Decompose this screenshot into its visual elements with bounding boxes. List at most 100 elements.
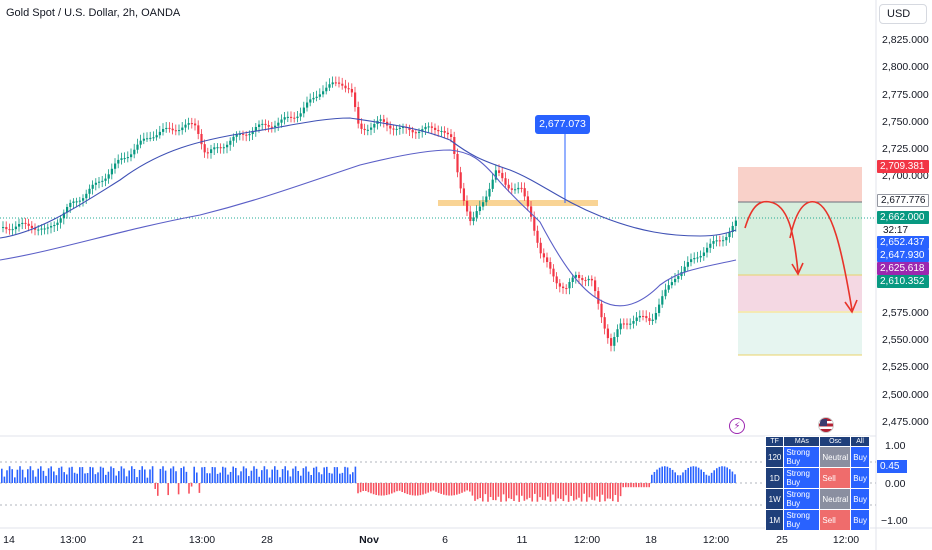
- candle-body: [354, 92, 357, 108]
- candle-body: [459, 172, 462, 189]
- oscillator-bar: [638, 483, 640, 488]
- oscillator-bar: [42, 470, 45, 483]
- candle-body: [245, 134, 248, 136]
- candle-body: [309, 99, 312, 103]
- candle-body: [402, 127, 405, 129]
- us-flag-icon[interactable]: [818, 417, 834, 433]
- oscillator-bar: [255, 468, 258, 483]
- stop-loss-price-tag: 2,709.381: [877, 160, 929, 173]
- candle-body: [133, 149, 136, 155]
- oscillator-bar: [648, 483, 650, 488]
- candle-body: [443, 130, 446, 133]
- target3-zone: [738, 313, 862, 355]
- candle-body: [261, 123, 264, 125]
- candle-body: [213, 147, 216, 150]
- candle-body: [226, 144, 229, 148]
- candle-body: [552, 268, 555, 277]
- candle-body: [56, 222, 59, 225]
- candle-body: [184, 124, 187, 128]
- oscillator-bar: [289, 476, 292, 483]
- candle-body: [661, 296, 664, 305]
- candle-body: [494, 170, 497, 180]
- candle-body: [693, 258, 696, 260]
- oscillator-bar: [448, 483, 450, 496]
- candle-body: [706, 247, 709, 253]
- projection-arrow-2: [789, 201, 853, 311]
- candle-body: [302, 107, 305, 114]
- oscillator-bar: [539, 483, 541, 498]
- oscillator-bar: [146, 477, 149, 483]
- oscillator-bar: [141, 466, 143, 483]
- ma-slow-line: [0, 149, 737, 307]
- currency-button[interactable]: USD: [879, 4, 927, 24]
- y-tick: 2,700.000: [882, 170, 929, 182]
- oscillator-bar: [513, 483, 515, 501]
- candle-body: [568, 281, 571, 289]
- oscillator-bar: [599, 483, 601, 502]
- oscillator-bar: [627, 483, 630, 488]
- candle-body: [155, 135, 158, 138]
- candle-body: [690, 259, 693, 263]
- candle-body: [530, 206, 533, 217]
- ta-all-cell: Buy: [850, 488, 870, 510]
- x-tick: 21: [132, 534, 144, 546]
- oscillator-bar: [128, 470, 130, 483]
- oscillator-bar: [1, 468, 3, 483]
- candle-body: [146, 138, 149, 140]
- candle-body: [62, 212, 65, 219]
- oscillator-bar: [287, 470, 289, 483]
- oscillator-bar: [229, 471, 232, 483]
- oscillator-bar: [526, 483, 528, 500]
- candle-body: [456, 153, 459, 173]
- oscillator-bar: [123, 468, 125, 483]
- candle-body: [488, 188, 491, 197]
- technical-analysis-table: TF MAs Osc All 120 Strong Buy Neutral Bu…: [764, 436, 870, 531]
- ta-mas-cell: Strong Buy: [783, 509, 821, 531]
- candle-body: [373, 123, 376, 128]
- oscillator-bar: [362, 483, 364, 491]
- candle-body: [27, 223, 30, 226]
- candle-body: [360, 123, 363, 129]
- candle-body: [315, 96, 318, 98]
- oscillator-bar: [47, 468, 50, 483]
- oscillator-bar: [531, 483, 533, 502]
- candle-body: [715, 240, 718, 242]
- candle-body: [258, 124, 261, 127]
- oscillator-bar: [422, 483, 424, 495]
- candle-body: [482, 202, 485, 207]
- candle-body: [344, 85, 347, 89]
- candle-body: [318, 94, 321, 97]
- oscillator-bar: [713, 470, 715, 483]
- price-callout[interactable]: 2,677.073: [535, 115, 590, 134]
- oscillator-bar: [21, 469, 24, 483]
- ma-fast-price-tag: 2,652.437: [877, 236, 929, 249]
- oscillator-bar: [404, 483, 406, 494]
- oscillator-bar: [632, 483, 635, 488]
- oscillator-bar: [445, 483, 448, 496]
- oscillator-bar: [16, 469, 19, 483]
- oscillator-bar: [326, 466, 328, 483]
- candle-body: [549, 262, 552, 269]
- y-tick: 2,800.000: [882, 61, 929, 73]
- oscillator-bar: [697, 467, 700, 483]
- ta-header: TF: [764, 436, 785, 447]
- ta-header: All: [850, 436, 870, 447]
- last-price-tag: 2,662.000: [877, 211, 929, 224]
- lightning-icon[interactable]: ⚡: [729, 418, 745, 434]
- ta-osc-cell: Neutral: [819, 488, 852, 510]
- oscillator-bar: [729, 469, 731, 483]
- oscillator-bar: [492, 483, 494, 501]
- oscillator-bar: [323, 467, 325, 483]
- candle-body: [248, 134, 251, 136]
- oscillator-bar: [68, 467, 71, 483]
- oscillator-bar: [565, 483, 567, 496]
- oscillator-bar: [29, 466, 32, 483]
- oscillator-bar: [271, 469, 273, 483]
- oscillator-bar: [536, 483, 539, 502]
- oscillator-bar: [417, 483, 419, 496]
- oscillator-bar: [73, 472, 76, 483]
- candle-body: [651, 319, 654, 322]
- candle-body: [635, 317, 638, 322]
- candle-body: [91, 184, 94, 189]
